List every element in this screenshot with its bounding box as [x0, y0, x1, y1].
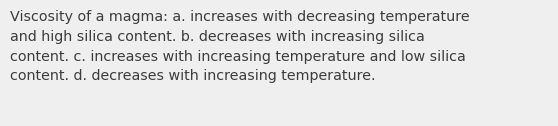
Text: Viscosity of a magma: a. increases with decreasing temperature
and high silica c: Viscosity of a magma: a. increases with …: [10, 10, 470, 83]
